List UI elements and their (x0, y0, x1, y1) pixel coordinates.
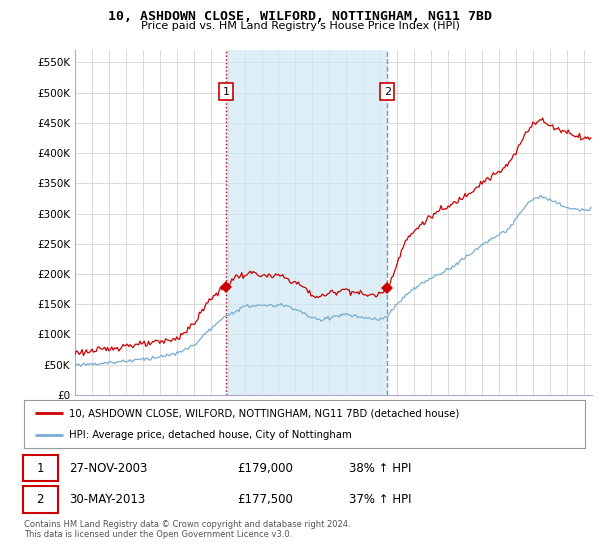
Text: £177,500: £177,500 (237, 493, 293, 506)
Text: Price paid vs. HM Land Registry's House Price Index (HPI): Price paid vs. HM Land Registry's House … (140, 21, 460, 31)
Text: 30-MAY-2013: 30-MAY-2013 (69, 493, 145, 506)
Text: 1: 1 (223, 87, 230, 97)
Text: £179,000: £179,000 (237, 461, 293, 475)
FancyBboxPatch shape (23, 455, 58, 482)
Text: 38% ↑ HPI: 38% ↑ HPI (349, 461, 412, 475)
Text: 37% ↑ HPI: 37% ↑ HPI (349, 493, 412, 506)
Text: Contains HM Land Registry data © Crown copyright and database right 2024.
This d: Contains HM Land Registry data © Crown c… (24, 520, 350, 539)
Text: 1: 1 (37, 461, 44, 475)
Text: 10, ASHDOWN CLOSE, WILFORD, NOTTINGHAM, NG11 7BD: 10, ASHDOWN CLOSE, WILFORD, NOTTINGHAM, … (108, 10, 492, 23)
Bar (226, 50, 388, 395)
Text: 10, ASHDOWN CLOSE, WILFORD, NOTTINGHAM, NG11 7BD (detached house): 10, ASHDOWN CLOSE, WILFORD, NOTTINGHAM, … (69, 408, 459, 418)
Text: 27-NOV-2003: 27-NOV-2003 (69, 461, 147, 475)
FancyBboxPatch shape (23, 486, 58, 513)
Text: 2: 2 (384, 87, 391, 97)
Text: HPI: Average price, detached house, City of Nottingham: HPI: Average price, detached house, City… (69, 430, 352, 440)
Text: 2: 2 (37, 493, 44, 506)
